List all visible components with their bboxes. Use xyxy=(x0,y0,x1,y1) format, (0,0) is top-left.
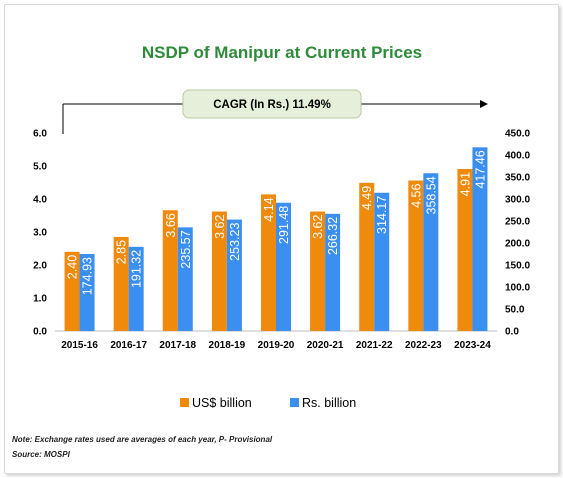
bar-rs-2015-16 xyxy=(79,254,95,331)
data-label-usd-2015-16: 2.40 xyxy=(66,255,80,279)
x-tick-2017-18: 2017-18 xyxy=(159,340,196,351)
data-label-rs-2016-17: 191.32 xyxy=(130,250,144,288)
bar-usd-2020-21 xyxy=(310,211,326,331)
y-left-tick-0.0: 0.0 xyxy=(33,327,47,338)
bar-usd-2021-22 xyxy=(359,182,375,331)
data-label-rs-2021-22: 314.17 xyxy=(375,196,389,234)
x-tick-2019-20: 2019-20 xyxy=(258,340,295,351)
y-right-tick-300.0: 300.0 xyxy=(505,195,530,206)
legend-label-rs: Rs. billion xyxy=(302,396,356,410)
y-left-tick-2.0: 2.0 xyxy=(33,261,47,272)
data-label-usd-2021-22: 4.49 xyxy=(360,186,374,210)
data-label-usd-2016-17: 2.85 xyxy=(115,240,129,264)
y-right-tick-100.0: 100.0 xyxy=(505,283,530,294)
data-label-usd-2019-20: 4.14 xyxy=(262,197,276,221)
legend-swatch-usd xyxy=(180,398,189,407)
bar-rs-2019-20 xyxy=(276,202,291,331)
data-label-usd-2022-23: 4.56 xyxy=(409,183,423,207)
cagr-label: CAGR (In Rs.) 11.49% xyxy=(213,99,331,111)
data-label-rs-2019-20: 291.48 xyxy=(277,206,291,244)
data-label-rs-2023-24: 417.46 xyxy=(473,150,487,188)
cagr-box xyxy=(182,89,362,119)
y-right-tick-400.0: 400.0 xyxy=(505,151,530,162)
bar-rs-2023-24 xyxy=(472,147,488,331)
bar-usd-2023-24 xyxy=(457,168,473,331)
bar-usd-2015-16 xyxy=(64,251,80,331)
bar-rs-2017-18 xyxy=(177,227,193,331)
data-label-rs-2022-23: 358.54 xyxy=(424,176,438,214)
x-tick-2015-16: 2015-16 xyxy=(61,340,98,351)
y-right-tick-200.0: 200.0 xyxy=(505,239,530,250)
x-tick-2020-21: 2020-21 xyxy=(307,340,344,351)
data-label-usd-2023-24: 4.91 xyxy=(458,172,472,196)
y-right-tick-50.0: 50.0 xyxy=(505,305,525,316)
chart-title: NSDP of Manipur at Current Prices xyxy=(142,43,422,62)
bar-rs-2018-19 xyxy=(226,219,242,331)
bar-rs-2022-23 xyxy=(423,173,439,331)
data-label-rs-2015-16: 174.93 xyxy=(81,257,95,295)
data-label-rs-2020-21: 266.32 xyxy=(326,217,340,255)
y-left-tick-4.0: 4.0 xyxy=(33,195,47,206)
y-right-tick-350.0: 350.0 xyxy=(505,173,530,184)
x-tick-2021-22: 2021-22 xyxy=(356,340,393,351)
bar-usd-2016-17 xyxy=(113,236,129,331)
y-left-tick-6.0: 6.0 xyxy=(33,129,47,140)
y-left-tick-1.0: 1.0 xyxy=(33,294,47,305)
bar-rs-2021-22 xyxy=(374,192,390,331)
footnote: Note: Exchange rates used are averages o… xyxy=(12,435,273,444)
bar-rs-2020-21 xyxy=(325,213,341,331)
bar-usd-2018-19 xyxy=(211,211,227,331)
bar-rs-2016-17 xyxy=(128,246,144,331)
x-tick-2018-19: 2018-19 xyxy=(209,340,246,351)
y-left-tick-5.0: 5.0 xyxy=(33,162,47,173)
x-tick-2016-17: 2016-17 xyxy=(110,340,147,351)
y-right-tick-0.0: 0.0 xyxy=(505,327,519,338)
x-tick-2022-23: 2022-23 xyxy=(405,340,442,351)
y-right-tick-150.0: 150.0 xyxy=(505,261,530,272)
source-note: Source: MOSPI xyxy=(12,450,70,459)
y-left-tick-3.0: 3.0 xyxy=(33,228,47,239)
data-label-rs-2017-18: 235.57 xyxy=(179,230,193,268)
legend-swatch-rs xyxy=(290,398,299,407)
x-tick-2023-24: 2023-24 xyxy=(454,340,491,351)
bar-usd-2022-23 xyxy=(408,180,424,331)
bar-usd-2019-20 xyxy=(261,194,276,331)
bar-usd-2017-18 xyxy=(162,210,178,331)
data-label-rs-2018-19: 253.23 xyxy=(228,223,242,261)
y-right-tick-250.0: 250.0 xyxy=(505,217,530,228)
data-label-usd-2018-19: 3.62 xyxy=(213,215,227,239)
data-label-usd-2017-18: 3.66 xyxy=(164,213,178,237)
y-right-tick-450.0: 450.0 xyxy=(505,129,530,140)
data-label-usd-2020-21: 3.62 xyxy=(311,215,325,239)
legend-label-usd: US$ billion xyxy=(192,396,252,410)
legend: US$ billion Rs. billion xyxy=(180,396,356,410)
